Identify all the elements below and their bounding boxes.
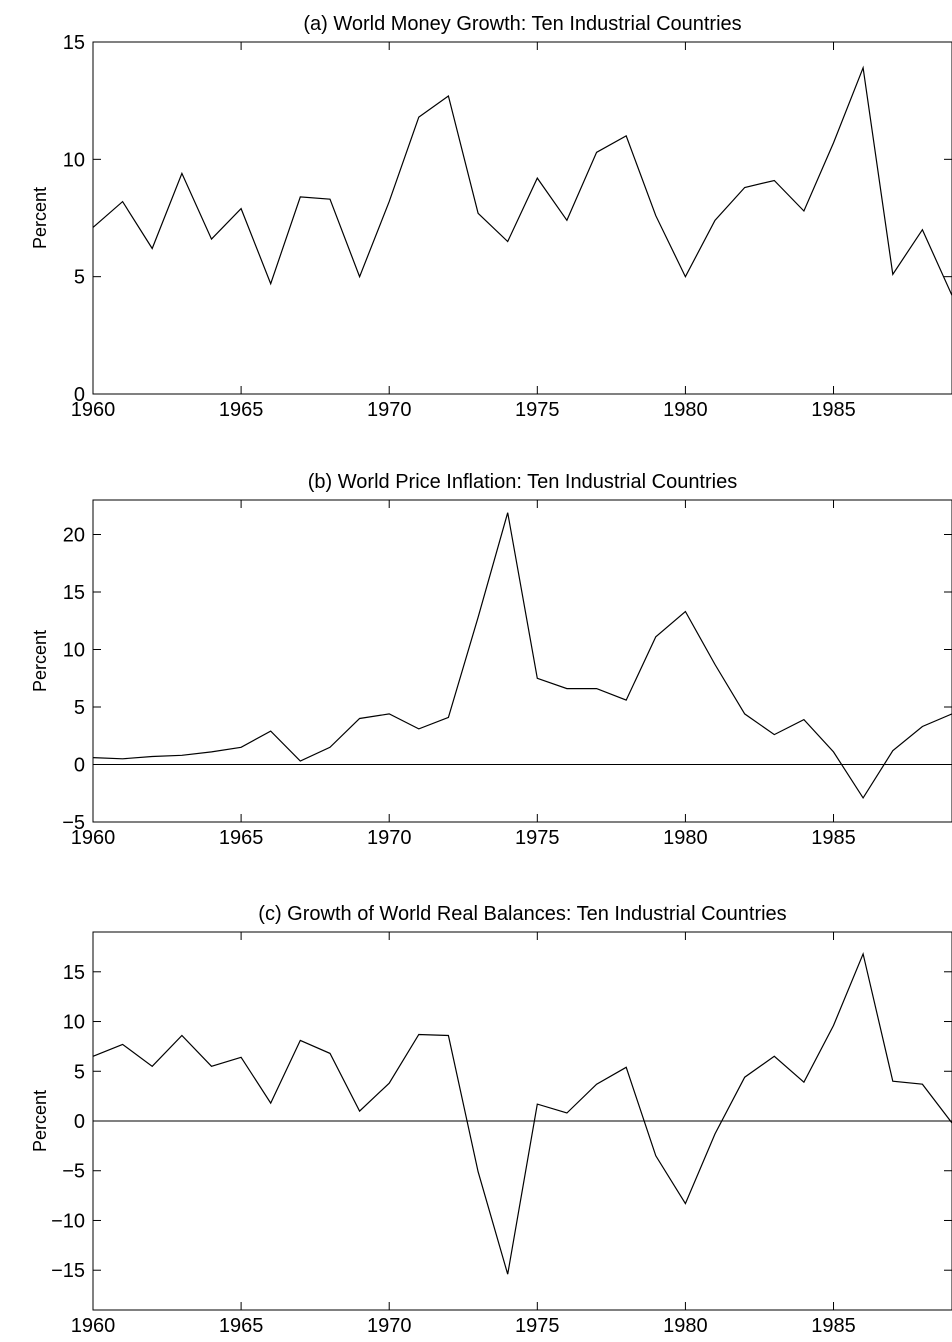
panel-b-xtick-label: 1975 [515, 827, 560, 849]
panel-a-ytick-label: 10 [63, 149, 85, 171]
panel-a-series-line [92, 65, 952, 296]
panel-b-series-line [92, 512, 952, 800]
panel-b-ytick-label: 0 [74, 755, 85, 777]
panel-b-xtick-label: 1970 [367, 827, 412, 849]
panel-c-xtick-label: 1975 [515, 1315, 560, 1337]
panel-c-ytick-label: 10 [63, 1012, 85, 1034]
panel-a-xtick-label: 1980 [663, 399, 708, 421]
panel-b-ytick-label: 10 [63, 640, 85, 662]
panel-a-xtick-label: 1960 [71, 399, 116, 421]
panel-a-ytick-label: 0 [74, 384, 85, 406]
panel-a-xtick-label: 1975 [515, 399, 560, 421]
panel-b-title: (b) World Price Inflation: Ten Industria… [308, 471, 737, 493]
panel-c-ytick-label: 0 [74, 1111, 85, 1133]
panel-c-xtick-label: 1970 [367, 1315, 412, 1337]
panel-c-xtick-label: 1965 [219, 1315, 264, 1337]
panel-c-ytick-label: 5 [74, 1061, 85, 1083]
panel-a-xtick-label: 1970 [367, 399, 412, 421]
panel-b-ytick-label: −5 [62, 812, 85, 834]
panel-c-ytick-label: −15 [51, 1260, 85, 1282]
panel-a-title: (a) World Money Growth: Ten Industrial C… [303, 13, 741, 35]
panel-b-xtick-label: 1960 [71, 827, 116, 849]
panel-c-xtick-label: 1985 [811, 1315, 856, 1337]
panel-a-xtick-label: 1965 [219, 399, 264, 421]
panel-b-xtick-label: 1980 [663, 827, 708, 849]
panel-c-xtick-label: 1960 [71, 1315, 116, 1337]
panel-c-series-line [92, 951, 952, 1275]
panel-b-ytick-label: 15 [63, 582, 85, 604]
panel-a-plot-frame [92, 41, 952, 395]
panel-a-ytick-label: 5 [74, 267, 85, 289]
panel-a-ylabel: Percent [30, 187, 50, 249]
panel-c-ytick-label: −5 [62, 1161, 85, 1183]
panel-b-ylabel: Percent [30, 630, 50, 692]
panel-b-xtick-label: 1965 [219, 827, 264, 849]
panel-b-ytick-label: 20 [63, 525, 85, 547]
panel-c-title: (c) Growth of World Real Balances: Ten I… [258, 903, 786, 925]
panel-b-plot-frame [92, 499, 952, 823]
panel-a-xtick-label: 1985 [811, 399, 856, 421]
panel-b-ytick-label: 5 [74, 697, 85, 719]
panel-c-ytick-label: −10 [51, 1210, 85, 1232]
panel-b-xtick-label: 1985 [811, 827, 856, 849]
panel-a-ytick-label: 15 [63, 32, 85, 54]
panel-c-ytick-label: 15 [63, 962, 85, 984]
panel-c-ylabel: Percent [30, 1090, 50, 1152]
panel-c-xtick-label: 1980 [663, 1315, 708, 1337]
